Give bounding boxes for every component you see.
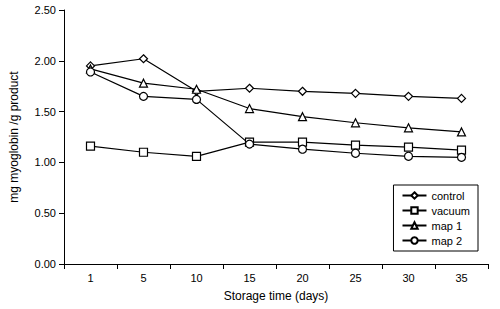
svg-text:30: 30: [402, 272, 414, 284]
svg-text:1.00: 1.00: [35, 156, 56, 168]
svg-text:15: 15: [243, 272, 255, 284]
svg-text:35: 35: [455, 272, 467, 284]
svg-text:map 2: map 2: [431, 235, 462, 247]
svg-text:map 1: map 1: [431, 220, 462, 232]
svg-text:5: 5: [140, 272, 146, 284]
svg-text:2.50: 2.50: [35, 4, 56, 16]
svg-text:0.50: 0.50: [35, 207, 56, 219]
svg-text:0.00: 0.00: [35, 258, 56, 270]
svg-text:control: control: [431, 190, 464, 202]
svg-text:vacuum: vacuum: [431, 205, 470, 217]
svg-text:1.50: 1.50: [35, 106, 56, 118]
svg-text:Storage time (days): Storage time (days): [224, 289, 329, 303]
svg-text:1: 1: [87, 272, 93, 284]
svg-text:25: 25: [349, 272, 361, 284]
svg-text:20: 20: [296, 272, 308, 284]
svg-text:mg myoglobin /g product: mg myoglobin /g product: [7, 71, 21, 203]
svg-text:2.00: 2.00: [35, 55, 56, 67]
svg-text:10: 10: [190, 272, 202, 284]
